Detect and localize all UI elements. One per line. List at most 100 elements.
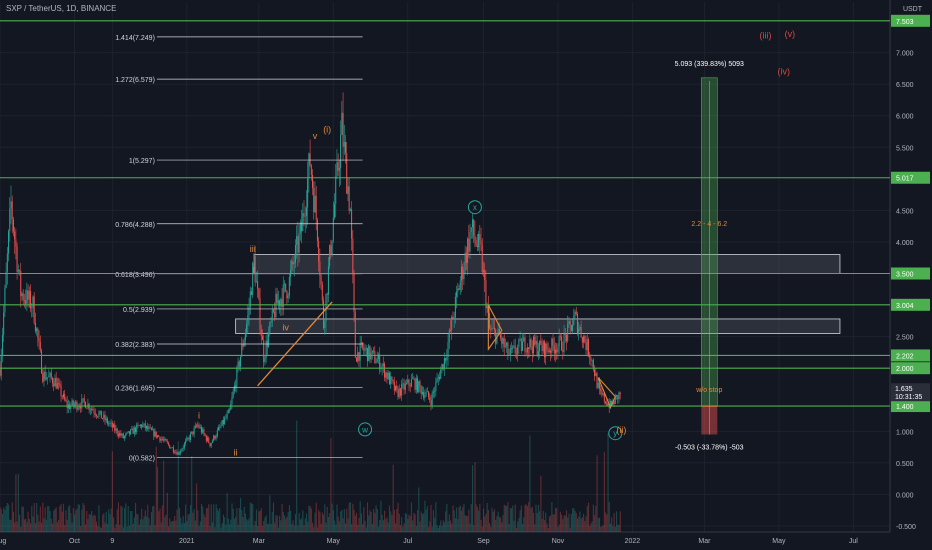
volume-bar xyxy=(381,514,383,532)
wave-label: (iv) xyxy=(778,67,791,77)
volume-bar xyxy=(78,504,80,532)
volume-bar xyxy=(66,519,68,532)
candle-body xyxy=(401,384,403,396)
volume-bar xyxy=(619,511,621,532)
candle-body xyxy=(546,343,548,350)
wave-label: (ii) xyxy=(616,425,626,435)
volume-bar xyxy=(358,517,360,532)
price-tick-label: -0.500 xyxy=(896,524,916,531)
candle-body xyxy=(523,337,525,342)
candle-body xyxy=(360,342,362,344)
volume-bar xyxy=(337,516,339,532)
volume-bar xyxy=(467,516,469,532)
volume-bar xyxy=(280,520,282,532)
candle-body xyxy=(407,379,409,384)
candle-body xyxy=(43,371,45,382)
volume-bar xyxy=(99,527,101,532)
candle-body xyxy=(242,344,244,347)
volume-bar xyxy=(618,524,620,532)
volume-bar xyxy=(243,506,245,532)
candle-body xyxy=(280,299,282,307)
volume-bar xyxy=(89,514,91,532)
volume-bar xyxy=(491,507,493,532)
volume-bar xyxy=(198,525,200,532)
candle-body xyxy=(100,410,102,419)
volume-bar xyxy=(442,520,444,532)
candle-body xyxy=(272,310,274,312)
candle-body xyxy=(573,316,575,325)
candle-body xyxy=(495,329,497,344)
volume-bar xyxy=(554,507,557,532)
candle-body xyxy=(171,447,173,448)
candle-body xyxy=(296,236,298,246)
candle-body xyxy=(182,447,184,450)
candle-body xyxy=(382,363,384,367)
volume-bar xyxy=(194,520,196,532)
candle-body xyxy=(417,378,419,392)
candle-body xyxy=(492,327,494,329)
volume-bar xyxy=(214,527,216,532)
volume-bar xyxy=(51,523,54,532)
candle-body xyxy=(293,262,295,265)
volume-bar xyxy=(530,508,532,532)
volume-bar xyxy=(160,522,162,532)
fib-level-label: 0.786(4.288) xyxy=(115,222,155,229)
volume-bar xyxy=(342,518,344,532)
volume-bar xyxy=(395,523,397,532)
volume-bar xyxy=(172,520,174,532)
candle-body xyxy=(504,346,506,347)
volume-bar xyxy=(489,523,491,532)
volume-bar xyxy=(370,511,372,532)
candle-body xyxy=(526,347,528,353)
candle-body xyxy=(170,447,172,449)
candle-body xyxy=(404,383,406,390)
candle-body xyxy=(366,348,368,362)
price-label-text: 3.500 xyxy=(896,272,914,279)
candle-body xyxy=(108,423,110,425)
volume-bar xyxy=(475,504,477,532)
volume-bar xyxy=(451,523,453,532)
volume-bar xyxy=(41,522,43,532)
volume-bar xyxy=(81,509,83,532)
candle-body xyxy=(163,439,165,441)
volume-bar xyxy=(147,504,149,532)
volume-bar xyxy=(364,520,366,532)
candle-body xyxy=(431,392,433,406)
volume-bar xyxy=(462,507,464,532)
candle-body xyxy=(594,369,596,377)
volume-bar xyxy=(169,518,171,532)
candle-body xyxy=(0,368,1,376)
candle-body xyxy=(297,236,299,253)
volume-bar xyxy=(62,503,65,532)
volume-bar xyxy=(309,505,311,532)
volume-bar xyxy=(49,511,51,532)
volume-bar xyxy=(565,510,568,532)
volume-bar xyxy=(500,517,502,532)
candle-body xyxy=(198,424,200,428)
candle-body xyxy=(578,328,580,334)
candle-body xyxy=(146,425,148,429)
volume-bar xyxy=(237,524,239,532)
volume-bar xyxy=(27,511,29,532)
volume-bar xyxy=(20,527,22,532)
volume-bar xyxy=(476,507,478,532)
candle-body xyxy=(324,321,326,328)
volume-bar xyxy=(207,508,209,532)
candle-body xyxy=(316,219,318,241)
volume-bar xyxy=(297,525,299,532)
candle-body xyxy=(302,213,304,232)
volume-bar xyxy=(264,517,266,532)
candle-body xyxy=(318,240,320,262)
volume-bar xyxy=(69,505,71,532)
volume-bar xyxy=(150,512,152,532)
volume-bar xyxy=(5,506,7,532)
candle-body xyxy=(561,336,563,351)
volume-bar xyxy=(597,518,599,532)
volume-bar xyxy=(371,523,373,532)
time-tick-label: Aug xyxy=(0,538,6,545)
candle-body xyxy=(160,438,162,441)
candle-body xyxy=(376,359,378,363)
volume-bar xyxy=(203,514,205,532)
volume-bar xyxy=(164,517,166,532)
